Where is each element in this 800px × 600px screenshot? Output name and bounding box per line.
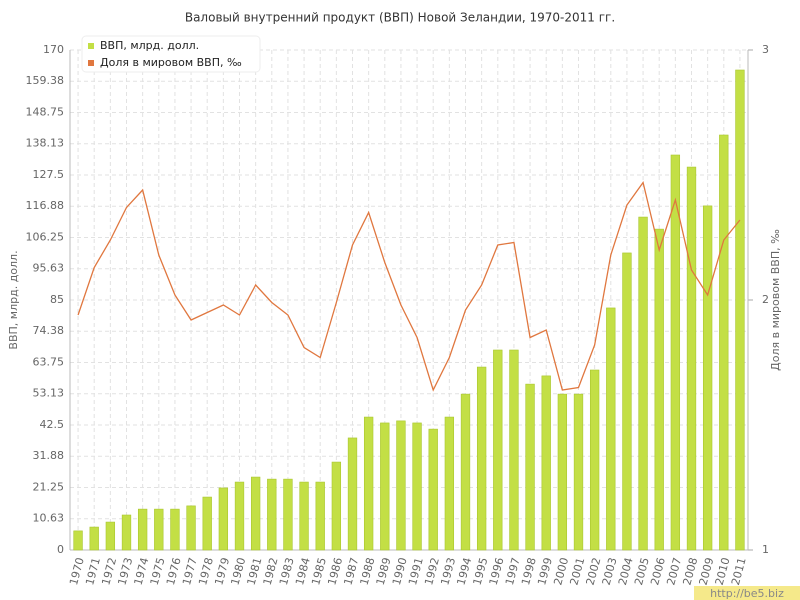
y-tick-label: 170: [43, 43, 64, 56]
y-tick-label: 74.38: [33, 324, 65, 337]
bar: [444, 416, 455, 551]
y-tick-label: 53.13: [33, 387, 65, 400]
bar: [347, 437, 358, 551]
bar: [509, 349, 519, 551]
bar: [493, 349, 503, 551]
bar: [250, 476, 261, 551]
bar: [541, 375, 551, 551]
legend-swatch: [88, 60, 94, 66]
bar: [218, 487, 229, 551]
legend-box: [81, 35, 261, 73]
y-tick-label: 106.25: [26, 231, 65, 244]
bar: [460, 393, 471, 551]
bar: [622, 252, 632, 551]
bar: [380, 422, 390, 551]
bar: [702, 205, 713, 551]
y2-axis-label: Доля в мировом ВВП, ‰: [769, 229, 782, 371]
y2-tick-label: 1: [762, 543, 769, 556]
bar: [396, 420, 406, 551]
line: [77, 180, 741, 392]
y-tick-label: 63.75: [33, 356, 65, 369]
bar: [331, 461, 342, 551]
bar: [686, 166, 697, 551]
bar: [719, 134, 729, 551]
bar: [170, 508, 180, 551]
bar: [234, 481, 245, 551]
legend-label: ВВП, млрд. долл.: [100, 39, 199, 52]
bar: [202, 496, 212, 551]
y-tick-label: 10.63: [33, 512, 65, 525]
bar: [73, 530, 83, 551]
chart-title: Валовый внутренний продукт (ВВП) Новой З…: [185, 11, 615, 25]
y-tick-label: 159.38: [26, 74, 65, 87]
y-tick-label: 21.25: [33, 481, 65, 494]
bar: [589, 369, 600, 551]
legend-swatch: [88, 43, 94, 49]
bar: [283, 478, 293, 551]
bar: [363, 416, 374, 551]
watermark-bg: [694, 586, 800, 600]
bar: [105, 521, 116, 551]
bar: [137, 508, 148, 551]
bar: [606, 307, 616, 551]
y2-tick-label: 3: [762, 43, 769, 56]
bar: [315, 481, 325, 551]
y-tick-label: 0: [57, 543, 64, 556]
bar: [476, 366, 487, 551]
bar: [638, 216, 648, 551]
y-tick-label: 31.88: [33, 449, 65, 462]
bar: [154, 508, 164, 551]
bar: [428, 428, 438, 551]
bar: [654, 228, 664, 551]
y-tick-label: 85: [50, 293, 64, 306]
y-tick-label: 116.88: [26, 199, 65, 212]
bar: [267, 478, 277, 551]
legend: ВВП, млрд. долл. Доля в мировом ВВП, ‰: [81, 35, 261, 73]
y-axis-label: ВВП, млрд. долл.: [7, 250, 20, 349]
y-tick-label: 42.5: [40, 418, 65, 431]
bar: [525, 383, 535, 551]
bar: [89, 526, 99, 551]
y-tick-label: 148.75: [26, 106, 65, 119]
bar: [735, 69, 745, 551]
y2-tick-label: 2: [762, 293, 769, 306]
bar: [573, 393, 584, 551]
y-tick-label: 138.13: [26, 137, 65, 150]
watermark: http://be5.biz: [710, 587, 784, 600]
bar: [412, 422, 422, 551]
bar: [670, 154, 681, 551]
bar: [299, 481, 309, 551]
bar: [186, 505, 196, 551]
bar: [557, 393, 568, 551]
y-tick-label: 95.63: [33, 262, 65, 275]
bar: [121, 514, 132, 551]
y-tick-label: 127.5: [33, 168, 65, 181]
legend-label: Доля в мировом ВВП, ‰: [100, 56, 242, 69]
